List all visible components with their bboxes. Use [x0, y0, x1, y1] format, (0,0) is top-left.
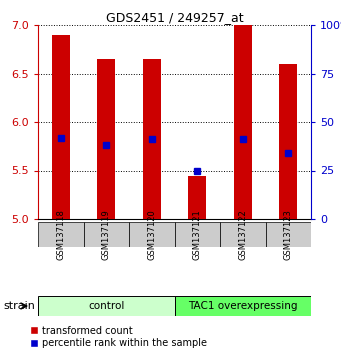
Bar: [129, 222, 175, 247]
Legend: transformed count, percentile rank within the sample: transformed count, percentile rank withi…: [26, 322, 211, 352]
Title: GDS2451 / 249257_at: GDS2451 / 249257_at: [106, 11, 243, 24]
Bar: [220, 222, 266, 247]
Text: GSM137119: GSM137119: [102, 209, 111, 260]
Bar: [175, 296, 311, 316]
Bar: [143, 59, 161, 219]
Text: GSM137123: GSM137123: [284, 209, 293, 260]
Text: GSM137121: GSM137121: [193, 209, 202, 260]
Bar: [51, 35, 70, 219]
Bar: [38, 296, 175, 316]
Text: GSM137120: GSM137120: [147, 209, 156, 260]
Bar: [266, 222, 311, 247]
Bar: [175, 222, 220, 247]
Text: GSM137118: GSM137118: [56, 209, 65, 260]
Bar: [97, 59, 115, 219]
Text: TAC1 overexpressing: TAC1 overexpressing: [188, 301, 297, 311]
Text: control: control: [88, 301, 124, 311]
Text: strain: strain: [3, 301, 35, 311]
Bar: [188, 176, 206, 219]
Text: GSM137122: GSM137122: [238, 209, 247, 260]
Bar: [234, 25, 252, 219]
Bar: [38, 222, 84, 247]
Bar: [279, 64, 297, 219]
Bar: [84, 222, 129, 247]
